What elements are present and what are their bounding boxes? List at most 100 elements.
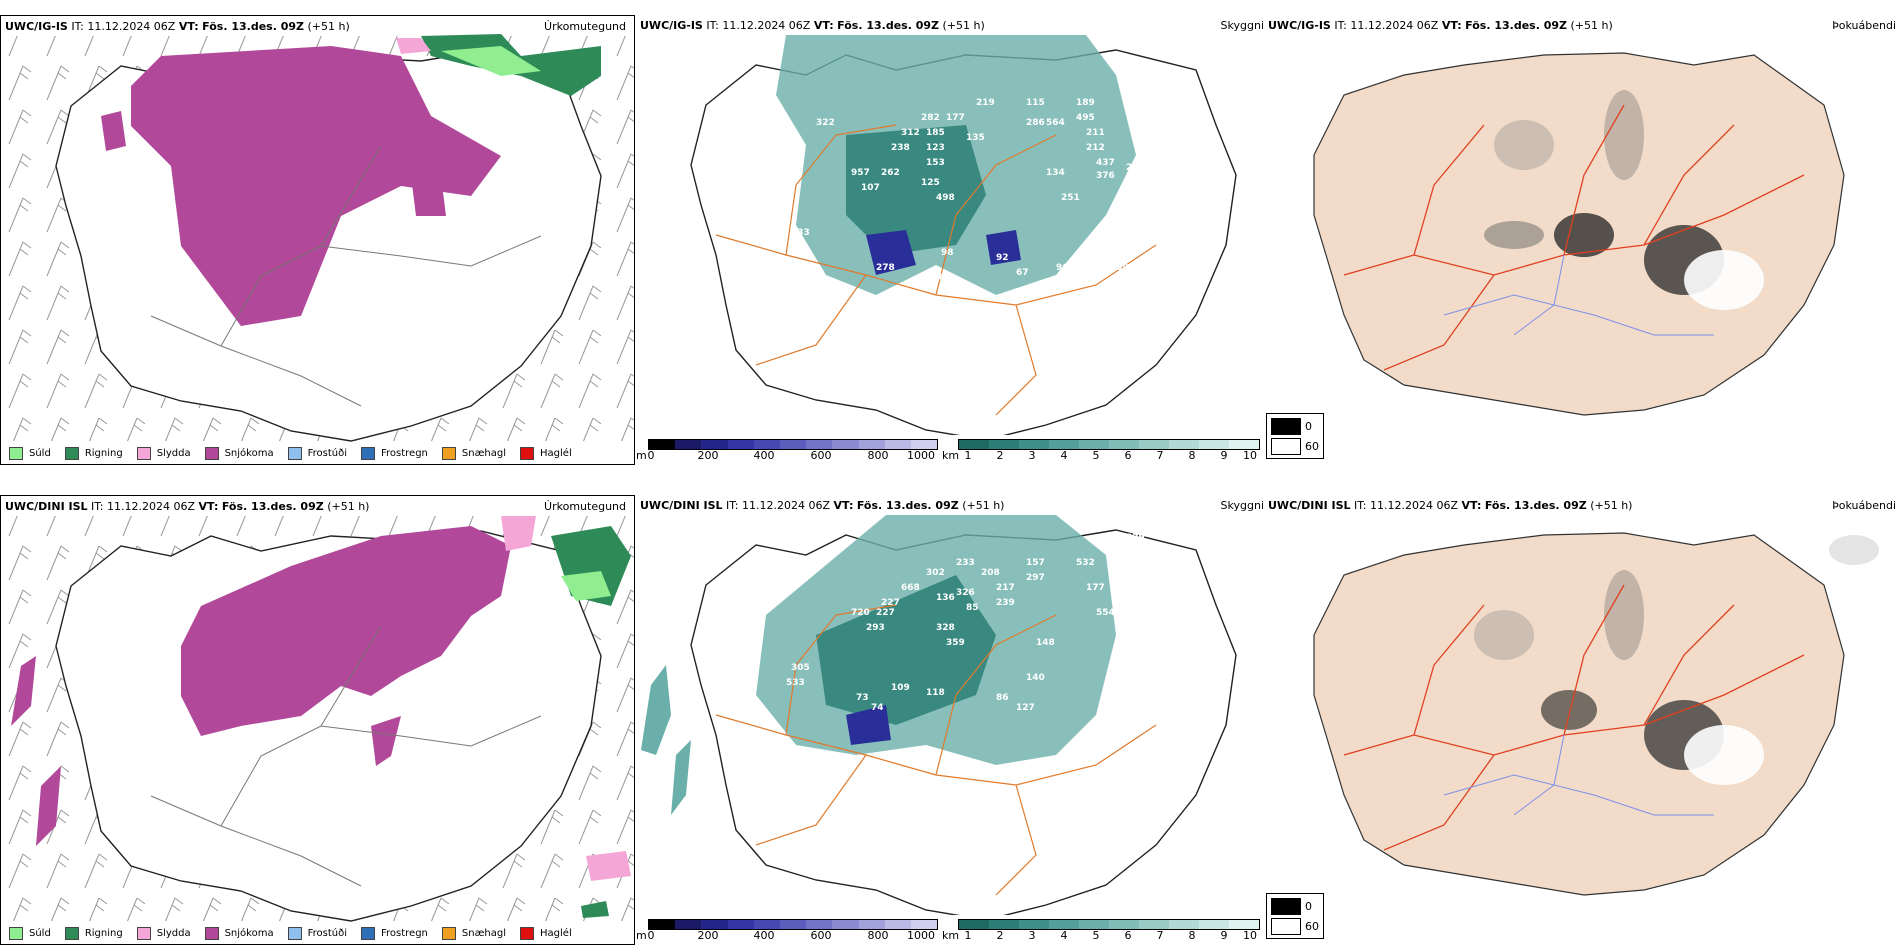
colorbar-tick: 8 xyxy=(1188,449,1196,462)
panel-header: UWC/DINI ISL IT: 11.12.2024 06Z VT: Fös.… xyxy=(640,499,1005,512)
visibility-value: 293 xyxy=(866,623,885,633)
visibility-value: 189 xyxy=(1076,98,1095,108)
visibility-value: 86 xyxy=(996,693,1009,703)
fog-legend-swatch xyxy=(1271,898,1301,915)
precip-type-panel-row1: UWC/IG-IS IT: 11.12.2024 06Z VT: Fös. 13… xyxy=(0,15,635,465)
colorbar-tick: 9 xyxy=(1220,449,1228,462)
snow-area xyxy=(181,526,511,736)
visibility-value: 328 xyxy=(936,623,955,633)
visibility-value: 208 xyxy=(981,568,1000,578)
legend-swatch xyxy=(204,446,219,460)
visibility-value: 135 xyxy=(966,133,985,143)
colorbar-tick: 8 xyxy=(1188,929,1196,942)
visibility-value: 92 xyxy=(996,253,1009,263)
visibility-value: 495 xyxy=(1076,113,1095,123)
legend-swatch xyxy=(136,926,151,940)
panel-header: UWC/IG-IS IT: 11.12.2024 06Z VT: Fös. 13… xyxy=(1268,19,1613,32)
rain-area xyxy=(581,901,609,918)
visibility-value: 359 xyxy=(946,638,965,648)
colorbar-tick: 6 xyxy=(1124,929,1132,942)
low-visibility-area xyxy=(641,665,671,755)
visibility-map: 55 322 381 957 107 262 312 185 238 123 1… xyxy=(690,35,1237,435)
very-low-visibility-area xyxy=(846,125,986,255)
fog-medium-area xyxy=(1494,120,1554,170)
precip-map xyxy=(1,516,634,922)
colorbar-tick: 1000 xyxy=(907,929,935,942)
legend-swatch xyxy=(520,926,535,940)
panel-header: UWC/DINI ISL IT: 11.12.2024 06Z VT: Fös.… xyxy=(5,500,370,513)
colorbar-tick: 200 xyxy=(697,449,719,462)
fog-map xyxy=(1313,52,1845,416)
visibility-value: 305 xyxy=(791,663,810,673)
colorbar-tick: 0 xyxy=(647,929,655,942)
fog-legend-swatch xyxy=(1271,438,1301,455)
legend-swatch xyxy=(441,926,456,940)
fog-legend-value: 60 xyxy=(1305,440,1319,453)
panel-type-label: Þokuábendi xyxy=(1832,19,1896,32)
colorbar-tick: 10 xyxy=(1243,449,1257,462)
visibility-value: 176 xyxy=(1106,683,1125,693)
colorbar-unit: m xyxy=(636,449,647,462)
cloud-base-colorbar: m 0 200 400 600 800 1000 xyxy=(636,439,938,463)
fog-legend: 0 60 xyxy=(1266,893,1324,939)
fog-legend-swatch xyxy=(1271,918,1301,935)
fog-indicator-panel-row2: UWC/DINI ISL IT: 11.12.2024 06Z VT: Fös.… xyxy=(1264,495,1900,943)
visibility-value: 239 xyxy=(996,598,1015,608)
snow-area-small xyxy=(36,766,61,846)
legend-swatch xyxy=(204,926,219,940)
visibility-value: 381 xyxy=(746,143,765,153)
visibility-value: 381 xyxy=(1116,263,1135,273)
low-cloud-base-area xyxy=(846,705,891,745)
legend-item: Snæhagl xyxy=(441,446,506,460)
legend-swatch xyxy=(287,926,302,940)
snow-area-small xyxy=(101,111,126,151)
panel-type-label: Þokuábendi xyxy=(1832,499,1896,512)
road-network xyxy=(715,124,1157,416)
visibility-value: 282 xyxy=(921,113,940,123)
visibility-value: 73 xyxy=(856,693,869,703)
sleet-area xyxy=(396,38,431,54)
visibility-value: 211 xyxy=(1086,128,1105,138)
visibility-value: 217 xyxy=(996,583,1015,593)
visibility-value: 233 xyxy=(956,558,975,568)
visibility-value: 98 xyxy=(941,248,954,258)
colorbar-tick: 400 xyxy=(753,929,775,942)
panel-header: UWC/IG-IS IT: 11.12.2024 06Z VT: Fös. 13… xyxy=(640,19,985,32)
fog-high-area xyxy=(1541,690,1597,730)
visibility-value: 118 xyxy=(926,688,945,698)
visibility-value: 123 xyxy=(926,143,945,153)
precip-type-panel-row2: UWC/DINI ISL IT: 11.12.2024 06Z VT: Fös.… xyxy=(0,495,635,945)
visibility-value: 140 xyxy=(1026,673,1045,683)
snow-area-small xyxy=(371,716,401,766)
visibility-colorbar: km 1 2 3 4 5 6 7 8 9 10 xyxy=(942,439,1262,463)
visibility-value: 233 xyxy=(791,228,810,238)
colorbar-tick: 4 xyxy=(1060,449,1068,462)
low-cloud-base-area xyxy=(986,230,1021,265)
legend-swatch xyxy=(64,446,79,460)
cloud-base-colorbar: m 0 200 400 600 800 1000 xyxy=(636,919,938,943)
legend-item: Frostregn xyxy=(361,446,428,460)
fog-legend-value: 0 xyxy=(1305,900,1312,913)
legend-item: Frostregn xyxy=(361,926,428,940)
visibility-value: 312 xyxy=(901,128,920,138)
colorbar-tick: 400 xyxy=(753,449,775,462)
visibility-value: 157 xyxy=(1026,558,1045,568)
colorbar-unit: km xyxy=(942,449,960,462)
panel-type-label: Skyggni xyxy=(1220,499,1264,512)
colorbar-unit: km xyxy=(942,929,960,942)
visibility-value: 251 xyxy=(1061,193,1080,203)
visibility-value: 136 xyxy=(936,593,955,603)
visibility-value: 227 xyxy=(881,598,900,608)
visibility-map: 668 302 233 208 720 227 227 136 326 293 … xyxy=(641,515,1237,915)
colorbar-tick: 2 xyxy=(996,449,1004,462)
fog-legend-swatch xyxy=(1271,418,1301,435)
fog-medium-area xyxy=(1484,221,1544,249)
visibility-value: 376 xyxy=(1096,171,1115,181)
fog-medium-area xyxy=(1604,570,1644,660)
colorbar-tick: 800 xyxy=(867,449,889,462)
fog-legend-value: 0 xyxy=(1305,420,1312,433)
panel-header: UWC/IG-IS IT: 11.12.2024 06Z VT: Fös. 13… xyxy=(5,20,350,33)
fog-medium-area xyxy=(1474,610,1534,660)
precip-legend: Súld Rigning Slydda Snjókoma Frostúði Fr… xyxy=(1,922,634,944)
visibility-value: 498 xyxy=(936,193,955,203)
